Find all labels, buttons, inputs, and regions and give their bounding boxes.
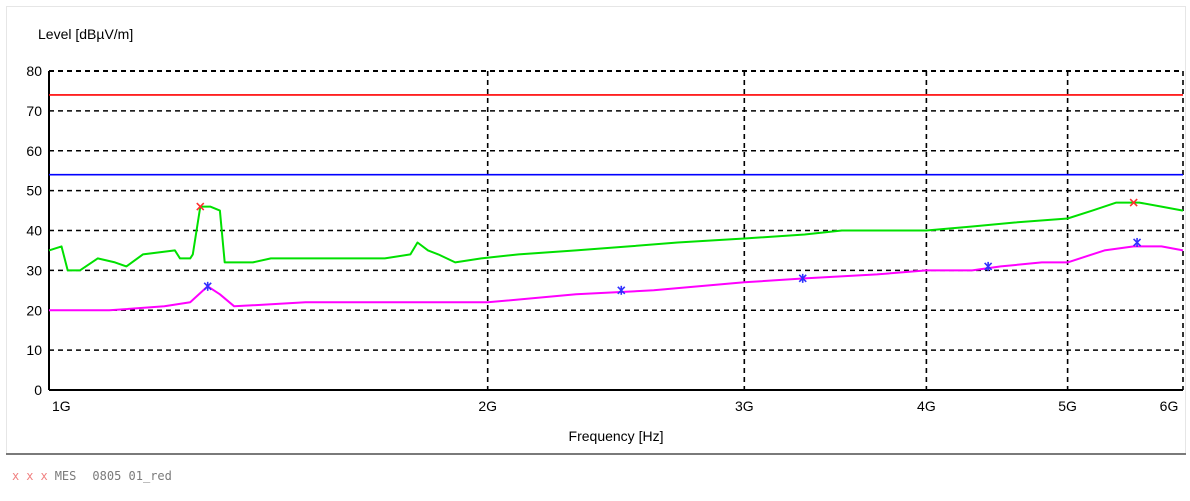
footer-divider bbox=[6, 453, 1186, 455]
limit-lines bbox=[49, 94, 1183, 176]
legend-marker: x bbox=[40, 469, 48, 483]
y-tick-label: 20 bbox=[26, 302, 42, 318]
x-tick-label: 5G bbox=[1058, 398, 1077, 414]
tick-labels: 0 10 20 30 40 50 60 70 80 1G 2G 3G 4G 5G 6G bbox=[26, 63, 1178, 414]
y-tick-label: 80 bbox=[26, 63, 42, 79]
emission-chart: Level [dBµV/m] Frequency [Hz] 0 10 20 30 40 5… bbox=[26, 26, 1184, 444]
y-tick-label: 30 bbox=[26, 262, 42, 278]
marker-stroke bbox=[196, 202, 205, 211]
y-tick-label: 10 bbox=[26, 342, 42, 358]
x-tick-label: 3G bbox=[735, 398, 754, 414]
measurement-marker bbox=[798, 273, 807, 283]
peak-marker bbox=[1129, 198, 1138, 207]
x-tick-label: 4G bbox=[917, 398, 936, 414]
y-tick-label: 70 bbox=[26, 103, 42, 119]
legend-marker: x bbox=[26, 469, 34, 483]
x-tick-label: 1G bbox=[52, 398, 71, 414]
series-layer bbox=[48, 201, 1184, 312]
marker-stroke bbox=[1129, 198, 1138, 207]
y-tick-label: 40 bbox=[26, 223, 42, 239]
series-line bbox=[49, 245, 1184, 312]
measurement-marker bbox=[1133, 237, 1142, 247]
legend-footer: x x x MES 0805 01_red bbox=[12, 466, 172, 486]
x-axis-label: Frequency [Hz] bbox=[569, 428, 664, 444]
measurement-marker bbox=[984, 261, 993, 271]
marker-layer bbox=[196, 198, 1142, 295]
legend-id: 0805 01_red bbox=[92, 469, 172, 483]
x-tick-label: 2G bbox=[478, 398, 497, 414]
series-line bbox=[48, 201, 1184, 272]
grid bbox=[48, 70, 1184, 391]
legend-name: MES bbox=[54, 469, 77, 483]
peak-marker bbox=[196, 202, 205, 211]
x-tick-label: 6G bbox=[1160, 398, 1179, 414]
y-axis-label: Level [dBµV/m] bbox=[38, 26, 133, 42]
measurement-marker bbox=[203, 281, 212, 291]
y-tick-label: 60 bbox=[26, 143, 42, 159]
y-tick-label: 0 bbox=[34, 382, 42, 398]
legend-marker: x bbox=[12, 469, 20, 483]
measurement-marker bbox=[617, 285, 626, 295]
y-tick-label: 50 bbox=[26, 183, 42, 199]
